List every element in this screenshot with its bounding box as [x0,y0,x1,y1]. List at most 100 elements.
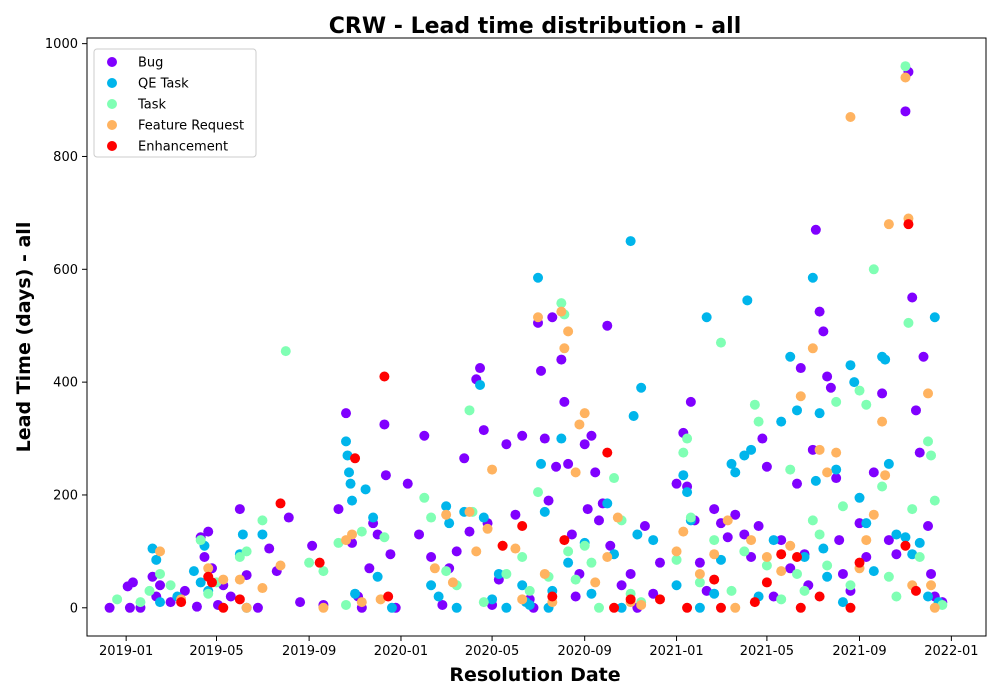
data-point [678,470,689,481]
data-point [799,552,810,563]
data-point [203,563,214,574]
data-point [709,574,720,585]
data-point [761,552,772,563]
legend-marker [107,78,117,88]
data-point [556,433,567,444]
data-point [341,408,352,419]
data-point [900,540,911,551]
data-point [563,458,574,469]
legend-marker [107,120,117,130]
data-point [347,529,358,540]
data-point [234,552,245,563]
legend-label: Enhancement [138,140,228,155]
data-point [903,317,914,328]
data-point [849,377,860,388]
data-point [739,529,750,540]
data-point [861,518,872,529]
data-point [602,320,613,331]
y-axis-ticks: 0 200 400 600 800 1000 [45,37,87,616]
data-point [807,272,818,283]
data-point [524,599,535,610]
data-point [739,450,750,461]
data-point [746,552,757,563]
data-point [609,602,620,613]
data-point [868,467,879,478]
data-point [749,597,760,608]
data-point [715,337,726,348]
data-point [715,602,726,613]
data-point [776,566,787,577]
data-point [264,543,275,554]
data-point [147,543,158,554]
data-point [845,602,856,613]
data-point [822,371,833,382]
data-point [768,535,779,546]
data-point [501,602,512,613]
data-point [344,467,355,478]
data-point [822,560,833,571]
data-point [654,594,665,605]
data-point [533,272,544,283]
data-point [539,506,550,517]
data-point [241,602,252,613]
data-point [151,554,162,565]
data-point [768,591,779,602]
data-point [625,236,636,247]
data-point [877,416,888,427]
data-point [671,478,682,489]
data-point [570,467,581,478]
data-point [910,405,921,416]
data-point [356,526,367,537]
data-point [497,540,508,551]
data-point [923,520,934,531]
data-point [845,111,856,122]
data-point [385,549,396,560]
data-point [517,552,528,563]
data-point [918,351,929,362]
data-point [188,566,199,577]
data-point [907,549,918,560]
data-point [501,439,512,450]
data-point [155,580,166,591]
x-tick-label: 2019-01 [99,644,153,659]
data-point [559,535,570,546]
data-point [559,343,570,354]
data-point [155,597,166,608]
data-point [155,546,166,557]
data-point [459,453,470,464]
data-point [257,529,268,540]
data-point [761,461,772,472]
data-point [199,552,210,563]
data-point [478,425,489,436]
data-point [155,568,166,579]
data-point [487,464,498,475]
data-point [730,467,741,478]
data-point [746,444,757,455]
data-point [785,540,796,551]
y-tick-label: 200 [53,488,78,503]
data-point [891,549,902,560]
data-point [903,219,914,230]
data-point [682,433,693,444]
data-point [709,535,720,546]
data-point [900,72,911,83]
data-point [861,535,872,546]
data-point [891,591,902,602]
data-point [883,535,894,546]
data-point [792,568,803,579]
data-point [926,568,937,579]
data-point [616,580,627,591]
data-point [379,532,390,543]
data-point [730,509,741,520]
data-point [753,520,764,531]
data-point [566,529,577,540]
data-point [257,515,268,526]
data-point [345,478,356,489]
data-point [510,543,521,554]
data-point [914,537,925,548]
data-point [539,568,550,579]
data-point [877,481,888,492]
x-tick-label: 2021-05 [740,644,794,659]
data-point [441,501,452,512]
data-point [539,433,550,444]
